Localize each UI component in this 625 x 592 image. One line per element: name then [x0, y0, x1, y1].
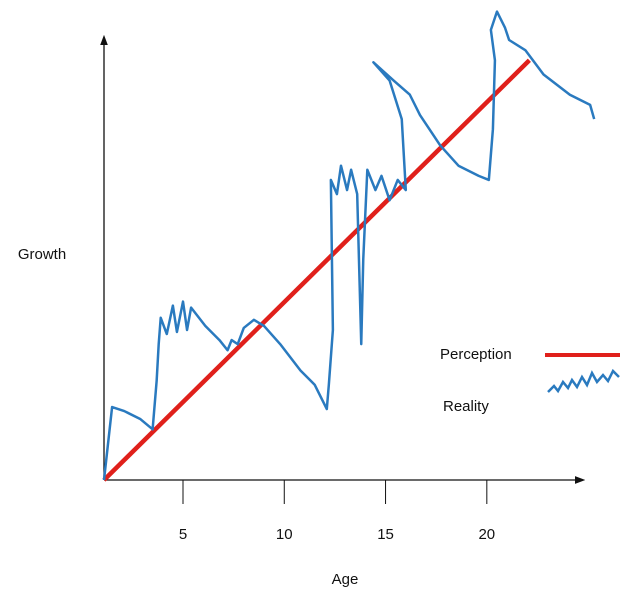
x-tick-label: 20: [478, 526, 495, 543]
x-tick-label: 5: [179, 526, 187, 543]
y-axis-label: Growth: [18, 246, 66, 263]
legend-swatch-reality: [547, 368, 620, 394]
x-tick-label: 10: [276, 526, 293, 543]
line-reality: [102, 10, 596, 481]
x-tick-label: 15: [377, 526, 394, 543]
x-axis-label: Age: [332, 571, 359, 588]
legend-label: Reality: [443, 398, 489, 415]
line-perception: [102, 58, 531, 482]
legend-label: Perception: [440, 346, 512, 363]
